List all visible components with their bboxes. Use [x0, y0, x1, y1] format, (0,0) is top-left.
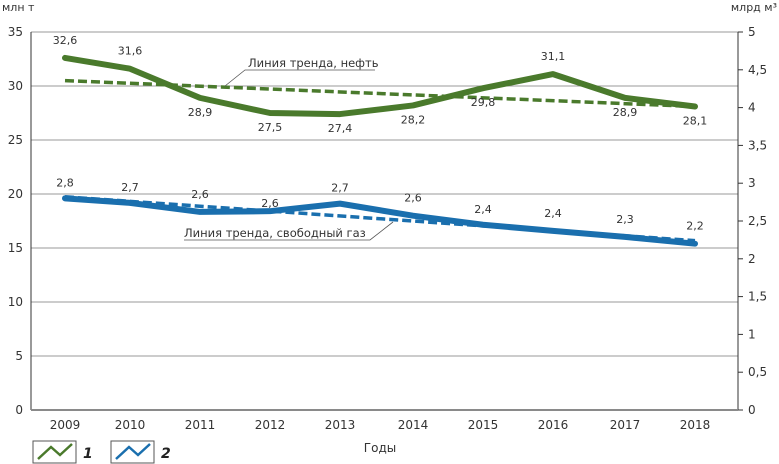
y-right-tick-label: 0,5: [748, 365, 767, 379]
data-point: [64, 197, 66, 199]
right-axis-unit: млрд м³: [731, 1, 777, 14]
annotations: Линия тренда, нефть Линия тренда, свободн…: [184, 56, 394, 241]
x-tick-label: 2015: [468, 418, 499, 432]
y-left-tick-label: 15: [8, 241, 23, 255]
data-point: [269, 210, 271, 212]
x-tick-label: 2009: [50, 418, 81, 432]
data-label: 2,7: [121, 181, 139, 194]
y-left-tick-label: 30: [8, 79, 23, 93]
x-tick-label: 2016: [538, 418, 569, 432]
data-point: [412, 104, 414, 106]
data-label: 31,6: [118, 45, 143, 58]
data-label: 31,1: [541, 50, 566, 63]
data-label: 2,6: [261, 197, 279, 210]
y-right-tick-label: 2: [748, 252, 756, 266]
y-left-tick-label: 35: [8, 25, 23, 39]
data-point: [412, 215, 414, 217]
trend-leader-oil: [224, 69, 375, 87]
series-lines: [62, 54, 698, 247]
y-right-tick-label: 5: [748, 25, 756, 39]
trend-label-oil: Линия тренда, нефть: [248, 56, 379, 70]
legend-line-icon: [115, 443, 151, 460]
data-point: [269, 112, 271, 114]
data-label: 27,5: [258, 121, 283, 134]
data-label: 29,8: [471, 96, 496, 109]
y-left-tick-label: 5: [15, 349, 23, 363]
data-point: [624, 236, 626, 238]
y-right-tick-label: 3: [748, 176, 756, 190]
data-point: [552, 230, 554, 232]
data-label: 28,1: [683, 115, 708, 128]
y-left-tick-label: 20: [8, 187, 23, 201]
x-tick-label: 2017: [610, 418, 641, 432]
y-left-tick-label: 25: [8, 133, 23, 147]
y-left-tick-label: 10: [8, 295, 23, 309]
legend-line-icon: [37, 443, 73, 460]
y-right-tick-label: 3,5: [748, 138, 767, 152]
data-labels: 32,6 31,6 28,9 27,5 27,4 28,2 29,8 31,1 28,9 28,1…: [53, 34, 708, 233]
y-right-tick-label: 4: [748, 101, 756, 115]
trend-line-1: [64, 78, 696, 109]
x-tick-label: 2018: [680, 418, 711, 432]
y-right-tick-label: 2,5: [748, 214, 767, 228]
data-label: 2,3: [616, 213, 634, 226]
trend-lines: [64, 78, 696, 243]
tick-labels: 0 5 10 15 20 25 30 35 0 0,5 1 1,5 2 2,5 3 3,5 4 4,5 5 2009 2…: [8, 25, 767, 432]
data-label: 32,6: [53, 34, 78, 47]
x-tick-label: 2013: [325, 418, 356, 432]
data-point: [482, 87, 484, 89]
data-point: [482, 224, 484, 226]
data-point: [64, 57, 66, 59]
gridlines: [31, 31, 738, 357]
x-tick-label: 2014: [398, 418, 429, 432]
legend-swatch-1: [32, 440, 77, 464]
data-label: 28,9: [613, 106, 638, 119]
data-label: 2,4: [544, 207, 562, 220]
axes: [30, 31, 743, 411]
legend-label: 1: [83, 446, 93, 462]
y-right-tick-label: 4,5: [748, 63, 767, 77]
data-label: 2,8: [56, 176, 74, 189]
data-label: 2,6: [191, 188, 209, 201]
legend-swatch-2: [110, 440, 155, 464]
data-label: 27,4: [328, 122, 353, 135]
data-point: [199, 97, 201, 99]
data-label: 2,7: [331, 182, 349, 195]
x-tick-label: 2010: [115, 418, 146, 432]
data-label: 2,4: [474, 203, 492, 216]
series-line-1: [62, 54, 698, 118]
data-label: 2,6: [404, 192, 422, 205]
data-point: [199, 211, 201, 213]
data-label: 28,2: [401, 113, 426, 126]
data-point: [129, 202, 131, 204]
data-point: [694, 243, 696, 245]
legend-label: 2: [161, 446, 171, 462]
data-point: [339, 113, 341, 115]
y-right-tick-label: 1,5: [748, 290, 767, 304]
trend-leader-gas: [184, 221, 394, 241]
y-right-tick-label: 1: [748, 327, 756, 341]
left-axis-unit: млн т: [2, 1, 35, 14]
y-right-tick-label: 0: [748, 403, 756, 417]
data-point: [552, 73, 554, 75]
y-left-tick-label: 0: [15, 403, 23, 417]
data-label: 2,2: [686, 220, 704, 233]
series-line-2: [62, 195, 698, 247]
data-point: [694, 106, 696, 108]
data-point: [129, 68, 131, 70]
x-tick-label: 2011: [185, 418, 216, 432]
x-axis-title: Годы: [364, 441, 396, 455]
data-point: [339, 203, 341, 205]
x-tick-label: 2012: [255, 418, 286, 432]
data-point: [624, 97, 626, 99]
trend-label-gas: Линия тренда, свободный газ: [184, 226, 366, 240]
data-label: 28,9: [188, 106, 213, 119]
